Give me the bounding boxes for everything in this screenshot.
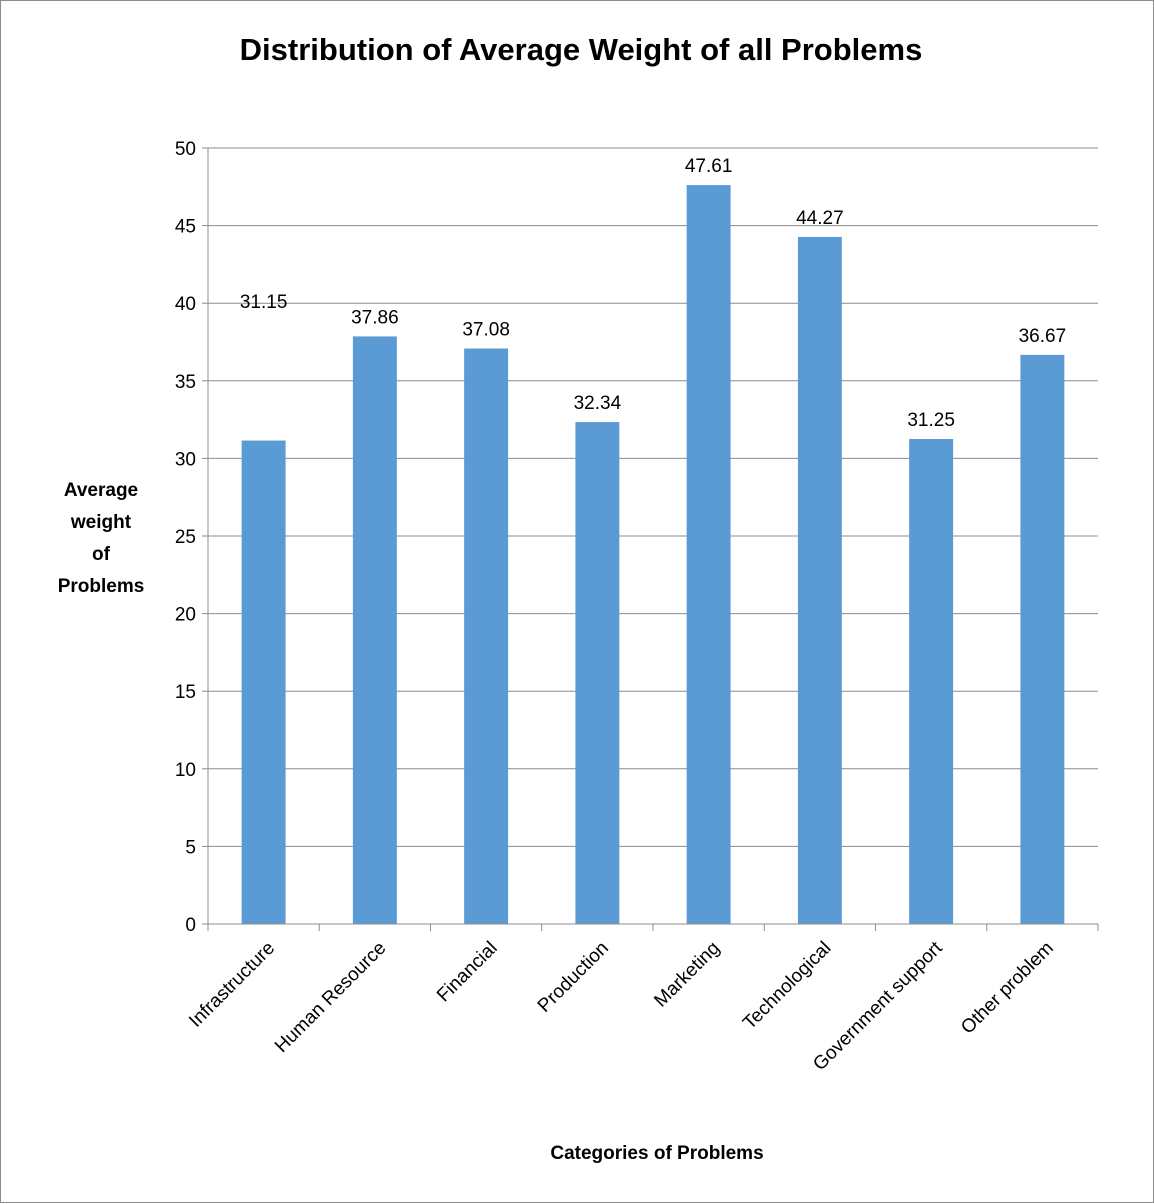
category-label: Other problem	[957, 938, 1058, 1039]
bar-human-resource	[352, 336, 397, 924]
category-label: Financial	[433, 938, 502, 1007]
y-tick-label: 35	[175, 372, 196, 393]
bar-marketing	[686, 185, 731, 925]
category-label: Infrastructure	[185, 938, 279, 1032]
y-tick-label: 25	[175, 527, 196, 548]
y-axis-title-line: Average	[64, 480, 138, 501]
y-tick-label: 0	[185, 915, 196, 936]
y-tick-label: 10	[175, 760, 196, 781]
y-axis-title-line: weight	[70, 512, 132, 533]
data-label: 37.08	[462, 320, 510, 341]
category-label: Marketing	[650, 938, 724, 1012]
bar-technological	[797, 236, 842, 925]
category-label: Human Resource	[271, 938, 390, 1057]
data-label: 37.86	[351, 307, 399, 328]
data-label: 32.34	[574, 393, 622, 414]
y-axis-title: Average weight of Problems	[58, 480, 145, 597]
category-label: Technological	[739, 938, 835, 1034]
data-labels: 31.15 37.86 37.08 32.34 47.61 44.27 31.25 36.67	[240, 156, 1066, 431]
bar-other-problem	[1020, 354, 1065, 924]
category-label: Production	[534, 938, 613, 1017]
x-axis-title: Categories of Problems	[550, 1143, 763, 1164]
y-tick-label: 15	[175, 682, 196, 703]
y-axis-title-line: of	[92, 544, 111, 565]
data-label: 36.67	[1019, 326, 1067, 347]
y-tick-label: 5	[185, 837, 196, 858]
chart-title: Distribution of Average Weight of all Pr…	[240, 32, 923, 67]
gridlines	[202, 147, 1098, 925]
bar-government-support	[909, 439, 954, 924]
y-tick-label: 20	[175, 605, 196, 626]
data-label: 31.25	[907, 410, 955, 431]
data-label: 31.15	[240, 292, 288, 313]
bar-infrastructure	[241, 440, 286, 924]
bar-financial	[464, 348, 509, 924]
bars	[241, 185, 1065, 925]
y-tick-label: 30	[175, 449, 196, 470]
x-axis	[207, 148, 1099, 931]
y-axis-ticks: 0 5 10 15 20 25 30 35 40 45 50	[175, 139, 196, 936]
y-tick-label: 50	[175, 139, 196, 160]
y-tick-label: 40	[175, 294, 196, 315]
data-label: 47.61	[685, 156, 733, 177]
y-axis-title-line: Problems	[58, 576, 145, 597]
y-tick-label: 45	[175, 217, 196, 238]
bar-production	[575, 422, 620, 924]
data-label: 44.27	[796, 208, 844, 229]
